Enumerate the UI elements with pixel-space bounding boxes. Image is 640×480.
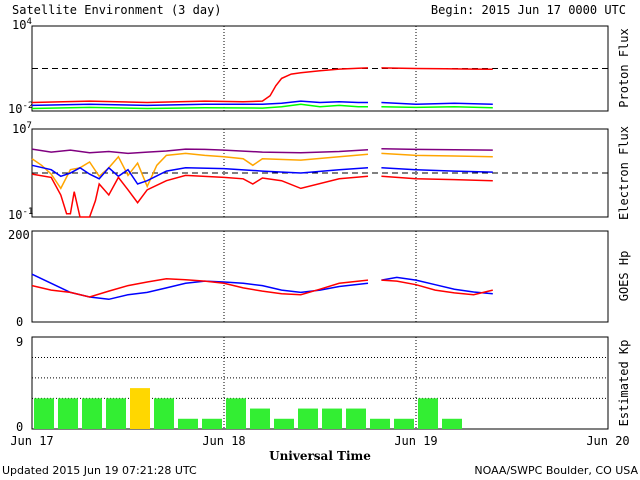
xtick-label: Jun 17	[10, 434, 53, 448]
series-line	[31, 164, 493, 185]
kp-bar	[322, 408, 342, 429]
kp-bar	[250, 408, 270, 429]
kp-bar	[130, 388, 150, 429]
electron-panel-frame	[31, 128, 609, 218]
xtick-label: Jun 20	[586, 434, 629, 448]
kp-bar	[178, 418, 198, 429]
kp-bar	[82, 398, 102, 429]
updated-timestamp: Updated 2015 Jun 19 07:21:28 UTC	[2, 464, 197, 477]
kp-ytick-bottom: 0	[16, 420, 23, 434]
kp-bar	[394, 418, 414, 429]
plot-title: Satellite Environment (3 day)	[12, 3, 222, 17]
series-line	[31, 173, 493, 218]
series-line	[31, 148, 493, 155]
kp-bar	[202, 418, 222, 429]
proton-ylabel: Proton Flux	[617, 28, 631, 107]
kp-bar	[226, 398, 246, 429]
begin-label: Begin: 2015 Jun 17 0000 UTC	[431, 3, 626, 17]
electron-ytick-bottom: 10-1	[8, 207, 33, 222]
kp-bar	[106, 398, 126, 429]
kp-bar	[154, 398, 174, 429]
series-line	[31, 67, 493, 104]
kp-bar	[34, 398, 54, 429]
proton-ytick-top: 104	[12, 17, 32, 32]
xtick-label: Jun 19	[394, 434, 437, 448]
series-line	[31, 100, 493, 107]
xtick-label: Jun 18	[202, 434, 245, 448]
kp-bar	[346, 408, 366, 429]
kp-bar	[370, 418, 390, 429]
x-axis-label: Universal Time	[269, 449, 371, 463]
kp-bar	[418, 398, 438, 429]
proton-ytick-bottom: 10-2	[8, 101, 33, 116]
electron-ylabel: Electron Flux	[617, 126, 631, 220]
kp-bar	[274, 418, 294, 429]
kp-bar	[442, 418, 462, 429]
kp-ylabel: Estimated Kp	[617, 340, 631, 427]
kp-bar	[58, 398, 78, 429]
goes-hp-panel-frame	[31, 230, 609, 323]
series-line	[31, 103, 493, 110]
credit-label: NOAA/SWPC Boulder, CO USA	[474, 464, 638, 477]
goes-hp-ytick-bottom: 0	[16, 315, 23, 329]
proton-panel-frame	[31, 25, 609, 112]
chart-marks	[31, 26, 608, 429]
kp-bar	[298, 408, 318, 429]
kp-ytick-top: 9	[16, 335, 23, 349]
goes-hp-ytick-top: 200	[8, 228, 30, 242]
electron-ytick-top: 107	[12, 121, 32, 136]
series-line	[31, 278, 493, 298]
goes-hp-ylabel: GOES Hp	[617, 251, 631, 302]
